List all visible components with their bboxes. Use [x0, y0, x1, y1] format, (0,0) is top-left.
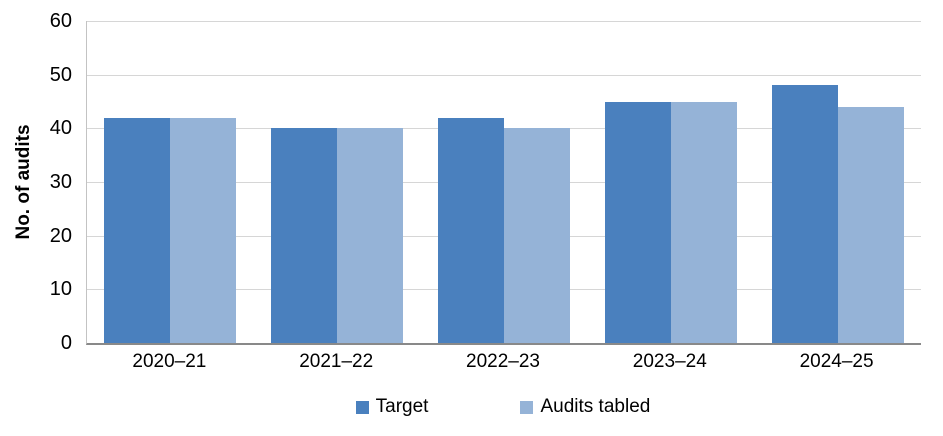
x-axis-tick-label: 2023–24: [632, 351, 707, 372]
bar-target-2023-24: [604, 101, 671, 343]
x-axis-tick-label: 2022–23: [466, 351, 540, 372]
target-swatch-icon: [355, 400, 369, 414]
legend-item-audits-tabled: Audits tabled: [520, 396, 650, 418]
y-axis-tick-label: 60: [49, 10, 72, 32]
plot-area: [86, 21, 921, 345]
gridline: [87, 74, 921, 76]
bar-target-2020-21: [104, 117, 171, 343]
y-axis-tick-label: 20: [49, 224, 72, 247]
legend-label-target: Target: [375, 396, 429, 417]
y-axis-tick-label: 40: [49, 117, 72, 140]
bar-audits-tabled-2021-22: [337, 128, 404, 343]
legend-label-audits-tabled: Audits tabled: [540, 396, 651, 417]
bar-audits-tabled-2024-25: [837, 106, 904, 343]
gridline: [87, 21, 921, 22]
legend-item-target: Target: [355, 396, 429, 418]
bar-audits-tabled-2023-24: [670, 101, 737, 343]
y-axis-tick-label: 10: [49, 278, 72, 301]
bar-target-2021-22: [271, 128, 338, 343]
bar-target-2022-23: [438, 117, 504, 343]
audits-tabled-swatch-icon: [520, 400, 534, 414]
x-axis-tick-label: 2021–22: [299, 351, 374, 372]
y-axis-tick-label: 50: [49, 63, 72, 86]
bar-audits-tabled-2020-21: [170, 117, 237, 343]
legend: Target Audits tabled: [86, 396, 920, 418]
y-axis-tick-label: 30: [49, 171, 72, 193]
bar-audits-tabled-2022-23: [504, 128, 570, 343]
x-axis-tick-label: 2020–21: [132, 351, 207, 372]
x-axis-tick-label: 2024–25: [799, 351, 874, 372]
bar-target-2024-25: [771, 85, 838, 343]
y-axis-tick-label: 0: [60, 332, 72, 354]
